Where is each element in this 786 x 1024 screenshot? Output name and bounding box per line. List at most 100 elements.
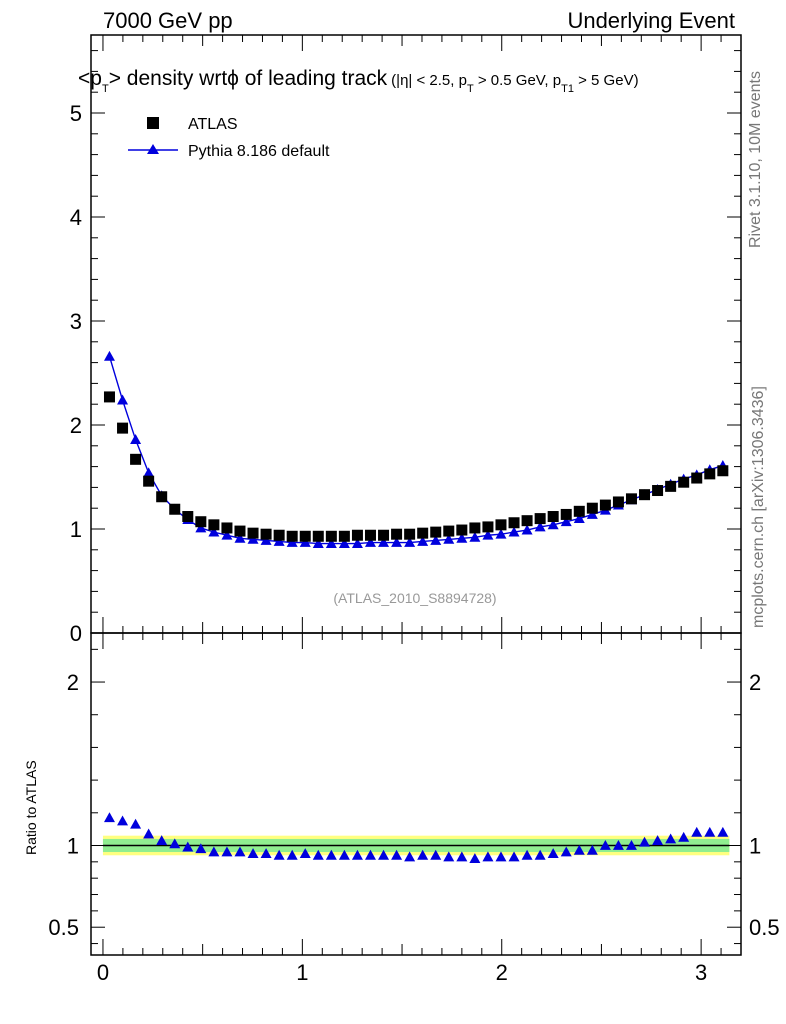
- data-point-atlas: [625, 493, 637, 505]
- data-point-atlas: [495, 519, 507, 531]
- mc-point: [521, 524, 533, 535]
- data-point-atlas: [378, 529, 390, 541]
- ratio-point: [208, 846, 220, 857]
- x-tick-label: 1: [296, 960, 308, 985]
- data-point-atlas: [652, 485, 664, 497]
- ratio-panel-frame: [90, 632, 742, 956]
- ratio-point: [143, 828, 155, 839]
- mc-point: [508, 526, 520, 537]
- ratio-point: [469, 853, 481, 863]
- mc-point: [573, 513, 585, 523]
- data-point-atlas: [117, 422, 129, 434]
- data-point-atlas: [599, 499, 611, 511]
- mc-point: [364, 537, 376, 547]
- data-point-atlas: [247, 527, 259, 539]
- data-point-atlas: [404, 528, 416, 540]
- ratio-y-tick-label-right: 1: [749, 833, 761, 858]
- ratio-point: [417, 849, 429, 860]
- mc-point: [560, 516, 572, 527]
- legend: ATLAS Pythia 8.186 default: [128, 116, 330, 160]
- data-point-atlas: [547, 511, 559, 523]
- data-point-atlas: [312, 530, 324, 542]
- mc-point: [469, 531, 481, 542]
- data-point-atlas: [508, 517, 520, 529]
- data-point-atlas: [364, 529, 376, 541]
- ratio-point: [456, 851, 468, 862]
- data-point-atlas: [691, 472, 703, 484]
- mc-point: [378, 537, 390, 547]
- mc-point: [130, 434, 142, 444]
- main-y-tick-label: 4: [70, 205, 82, 230]
- header-left: 7000 GeV pp: [103, 8, 233, 33]
- ratio-point: [312, 849, 324, 860]
- x-tick-label: 0: [97, 960, 109, 985]
- ratio-point: [247, 848, 259, 859]
- ratio-point: [430, 849, 442, 860]
- data-point-atlas: [195, 516, 207, 528]
- ratio-point: [678, 831, 690, 842]
- x-tick-label: 3: [695, 960, 707, 985]
- main-y-tick-label: 5: [70, 101, 82, 126]
- data-point-atlas: [482, 521, 494, 533]
- main-y-tick-label: 2: [70, 413, 82, 438]
- ratio-point: [130, 818, 142, 829]
- x-tick-label: 2: [496, 960, 508, 985]
- data-point-atlas: [103, 391, 115, 403]
- data-point-atlas: [639, 489, 651, 501]
- mc-point: [103, 350, 115, 361]
- ratio-point: [391, 849, 403, 860]
- ratio-axis-ticks: 0.5 0.5 1 1 2 2 0 1 2 3: [48, 633, 780, 985]
- data-point-atlas: [351, 529, 363, 541]
- mc-point: [443, 533, 455, 544]
- mc-point: [195, 522, 207, 533]
- mc-point: [273, 535, 285, 546]
- data-point-atlas: [534, 513, 546, 525]
- ratio-point: [234, 846, 246, 857]
- data-point-atlas: [286, 530, 298, 542]
- mc-point: [221, 529, 233, 540]
- mc-point: [286, 537, 298, 547]
- ratio-point: [443, 851, 455, 862]
- legend-data-marker: [147, 117, 159, 129]
- ratio-point: [286, 849, 298, 860]
- mc-line: [108, 356, 724, 545]
- main-y-tick-label: 1: [70, 517, 82, 542]
- ratio-point: [364, 849, 376, 860]
- data-point-atlas: [182, 511, 194, 523]
- data-point-atlas: [130, 453, 142, 465]
- ratio-point: [221, 846, 233, 857]
- mc-point: [417, 535, 429, 546]
- ratio-point: [260, 848, 272, 859]
- mc-point: [351, 538, 363, 548]
- ratio-point: [691, 826, 703, 837]
- ratio-point: [704, 826, 716, 837]
- data-point-atlas: [325, 530, 337, 542]
- data-point-atlas: [612, 496, 624, 508]
- ratio-y-tick-label: 1: [67, 833, 79, 858]
- legend-data-label: ATLAS: [188, 116, 238, 133]
- legend-mc-marker: [147, 144, 159, 154]
- data-point-atlas: [299, 530, 311, 542]
- data-point-atlas: [234, 525, 246, 537]
- data-point-atlas: [391, 528, 403, 540]
- ratio-point: [652, 835, 664, 845]
- data-point-atlas: [260, 528, 272, 540]
- header-right: Underlying Event: [567, 8, 735, 33]
- data-point-atlas: [586, 502, 598, 514]
- main-y-tick-label: 0: [70, 621, 82, 646]
- rivet-label: Rivet 3.1.10, 10M events: [747, 71, 764, 248]
- analysis-watermark: (ATLAS_2010_S8894728): [333, 590, 496, 606]
- data-point-atlas: [143, 475, 155, 487]
- mc-point: [495, 528, 507, 539]
- mc-point: [482, 529, 494, 540]
- ratio-uncertainty-bands: [102, 835, 730, 856]
- ratio-point: [195, 843, 207, 854]
- ratio-y-tick-label-right: 2: [749, 670, 761, 695]
- data-point-atlas: [469, 522, 481, 534]
- mc-point: [143, 467, 155, 478]
- ratio-axis-label: Ratio to ATLAS: [23, 760, 39, 855]
- ratio-point: [378, 849, 390, 860]
- ratio-point: [508, 851, 520, 862]
- main-y-tick-label: 3: [70, 309, 82, 334]
